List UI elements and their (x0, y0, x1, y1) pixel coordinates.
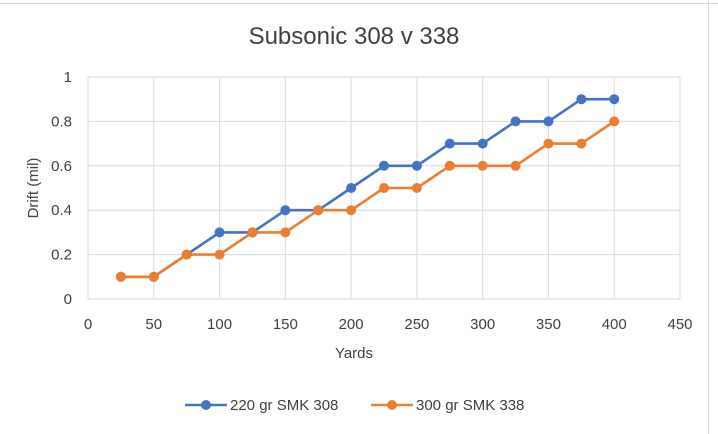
data-point-2-13 (510, 160, 521, 171)
y-tick-label-3: 0.6 (51, 158, 72, 175)
x-tick-label-7: 350 (536, 316, 561, 333)
y-tick-label-2: 0.4 (51, 202, 72, 219)
data-point-1-8 (346, 183, 357, 193)
data-point-1-10 (411, 160, 422, 171)
series-line-2 (119, 120, 616, 279)
data-point-1-11 (444, 138, 455, 149)
legend-label-2: 300 gr SMK 338 (416, 397, 524, 414)
data-point-1-6 (280, 205, 291, 216)
x-tick-label-0: 0 (84, 316, 92, 333)
data-point-1-13 (510, 116, 521, 127)
legend-marker-dot-1 (201, 400, 211, 410)
sheet-gridline (708, 0, 709, 434)
y-tick-label-5: 1 (64, 69, 72, 86)
x-tick-label-2: 100 (207, 316, 232, 333)
x-tick-label-1: 50 (145, 316, 162, 333)
data-point-2-4 (214, 249, 225, 260)
legend-marker-dot-2 (387, 400, 397, 410)
data-point-1-14 (543, 116, 554, 127)
x-axis-ticks: 0 50 100 150 200 250 300 350 400 450 (84, 316, 693, 333)
x-tick-label-8: 400 (602, 316, 627, 333)
data-point-2-2 (148, 271, 159, 282)
x-tick-label-5: 250 (404, 316, 429, 333)
sheet-gridline (0, 3, 718, 4)
legend-item-2: 300 gr SMK 338 (371, 397, 524, 414)
data-point-2-10 (411, 183, 422, 193)
legend-label-1: 220 gr SMK 308 (230, 397, 338, 414)
data-point-2-3 (181, 249, 192, 260)
y-tick-label-0: 0 (64, 291, 72, 308)
x-axis-title: Yards (335, 345, 373, 362)
data-point-1-9 (379, 160, 389, 171)
plot-series (115, 94, 620, 282)
data-point-2-15 (576, 138, 587, 149)
y-axis-title: Drift (mil) (25, 158, 42, 219)
x-tick-label-9: 450 (667, 316, 692, 333)
data-point-2-11 (444, 160, 455, 171)
data-point-2-8 (346, 205, 357, 216)
data-point-2-7 (313, 205, 324, 216)
legend: 220 gr SMK 308 300 gr SMK 338 (185, 397, 524, 414)
data-point-2-1 (115, 271, 126, 282)
data-point-2-6 (280, 227, 291, 238)
data-point-2-16 (609, 116, 620, 127)
data-point-1-16 (609, 94, 620, 105)
data-point-2-12 (477, 160, 488, 171)
series-line-1 (119, 97, 616, 279)
data-point-2-9 (379, 183, 389, 193)
data-point-1-15 (576, 94, 587, 105)
y-axis-ticks: 0 0.2 0.4 0.6 0.8 1 (51, 69, 72, 308)
x-tick-label-3: 150 (273, 316, 298, 333)
y-tick-label-1: 0.2 (51, 247, 72, 264)
y-tick-label-4: 0.8 (51, 113, 72, 130)
series-2 (115, 116, 620, 282)
x-tick-label-4: 200 (339, 316, 364, 333)
x-tick-label-6: 300 (470, 316, 495, 333)
legend-item-1: 220 gr SMK 308 (185, 397, 338, 414)
data-point-2-14 (543, 138, 554, 149)
data-point-1-12 (477, 138, 488, 149)
data-point-1-4 (214, 227, 225, 238)
chart-title: Subsonic 308 v 338 (249, 23, 460, 50)
data-point-2-5 (247, 227, 258, 238)
